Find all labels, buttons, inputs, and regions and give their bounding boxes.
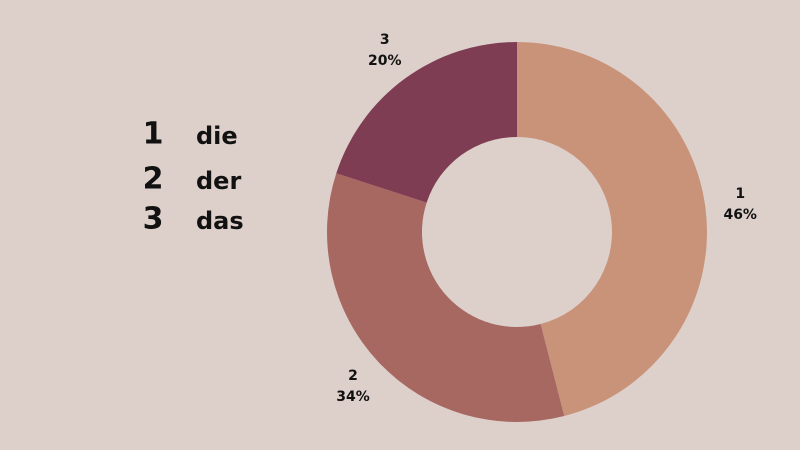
slice-category-label: 2 bbox=[348, 368, 358, 384]
slice-value-label: 34% bbox=[336, 389, 370, 405]
legend-number: 1 bbox=[143, 117, 164, 152]
donut-slice bbox=[336, 42, 517, 203]
legend-number: 2 bbox=[143, 162, 164, 197]
slice-category-label: 1 bbox=[735, 186, 745, 202]
slice-category-label: 3 bbox=[380, 32, 390, 48]
donut-slice bbox=[517, 42, 707, 417]
legend-label: der bbox=[196, 167, 241, 195]
legend-label: das bbox=[196, 207, 244, 235]
donut-slice bbox=[327, 173, 565, 423]
slice-value-label: 20% bbox=[368, 53, 402, 69]
legend-number: 3 bbox=[143, 202, 164, 237]
legend-label: die bbox=[196, 122, 238, 150]
slice-value-label: 46% bbox=[723, 207, 757, 223]
